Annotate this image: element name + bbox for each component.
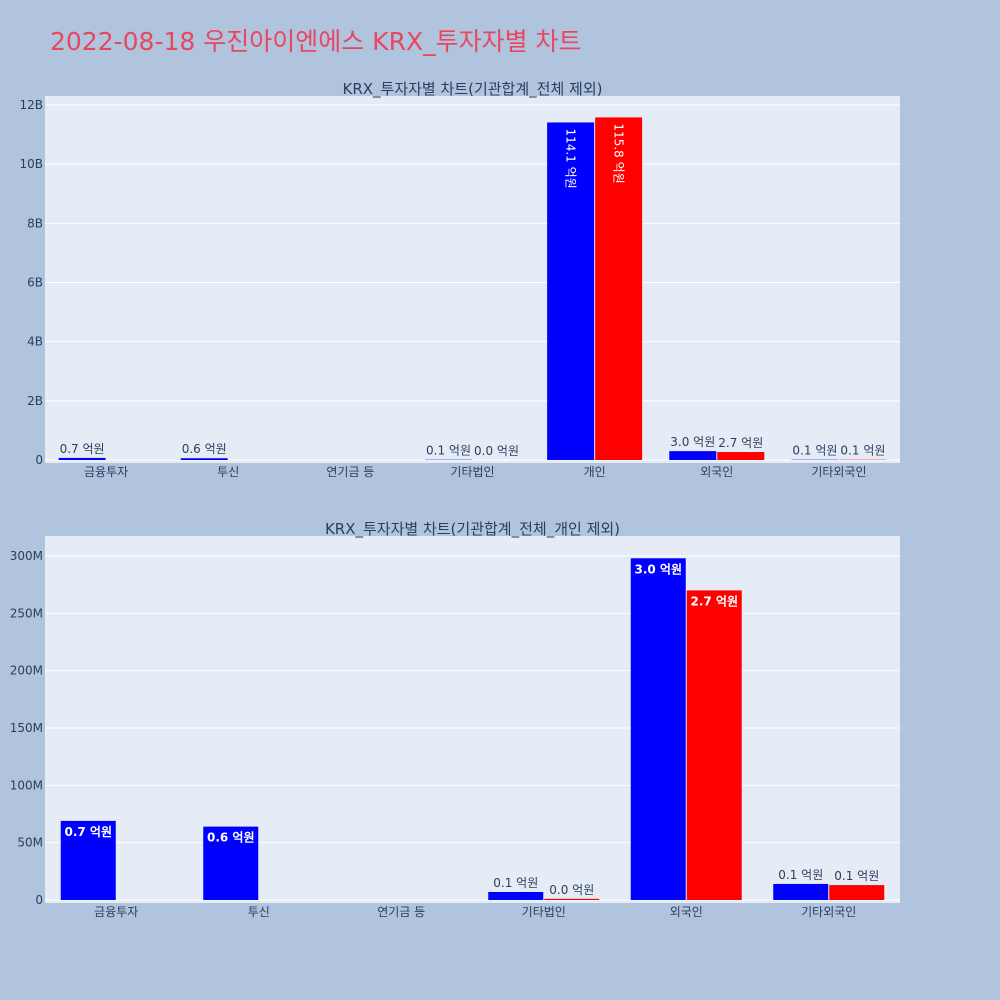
- data-label: 0.0 억원: [549, 883, 594, 897]
- bar: [717, 452, 765, 460]
- data-label: 0.7 억원: [64, 825, 112, 839]
- y-tick-label: 50M: [17, 836, 43, 850]
- x-tick-label: 투신: [217, 465, 239, 479]
- plot-area: [45, 536, 900, 903]
- x-tick-label: 투신: [248, 905, 270, 919]
- y-tick-label: 250M: [10, 606, 43, 620]
- data-label: 0.1 억원: [493, 876, 538, 890]
- bar: [547, 122, 595, 461]
- x-tick-label: 금융투자: [84, 465, 128, 479]
- data-label: 0.6 억원: [207, 831, 255, 845]
- y-tick-label: 150M: [10, 721, 43, 735]
- data-label: 0.1 억원: [834, 869, 879, 883]
- chart-title: KRX_투자자별 차트(기관합계_전체_개인 제외): [325, 520, 620, 539]
- data-label: 0.1 억원: [426, 444, 471, 458]
- bar: [829, 885, 885, 900]
- data-label: 115.8 억원: [612, 123, 626, 183]
- data-label: 2.7 억원: [690, 594, 738, 608]
- chart-1: KRX_투자자별 차트(기관합계_전체 제외) 0 2B 4B 6B 8B 10B 12B 금융…: [19, 80, 900, 479]
- y-tick-label: 200M: [10, 664, 43, 678]
- chart-title: KRX_투자자별 차트(기관합계_전체 제외): [343, 80, 603, 99]
- x-tick-label: 연기금 등: [326, 465, 374, 479]
- data-label: 114.1 억원: [564, 128, 578, 188]
- data-label: 2.7 억원: [718, 436, 763, 450]
- data-label: 0.1 억원: [778, 868, 823, 882]
- y-tick-label: 2B: [27, 394, 43, 408]
- data-label: 0.0 억원: [474, 444, 519, 458]
- data-label: 0.6 억원: [182, 442, 227, 456]
- data-label: 0.1 억원: [792, 444, 837, 458]
- y-tick-label: 4B: [27, 335, 43, 349]
- bar: [773, 883, 829, 900]
- bar: [669, 451, 717, 460]
- bar: [544, 898, 600, 900]
- bar: [686, 590, 742, 900]
- x-tick-label: 외국인: [700, 465, 733, 479]
- x-tick-label: 기타법인: [522, 905, 566, 919]
- x-tick-label: 기타법인: [450, 465, 494, 479]
- x-tick-label: 외국인: [670, 905, 703, 919]
- x-tick-label: 연기금 등: [377, 905, 425, 919]
- data-label: 3.0 억원: [634, 562, 682, 576]
- y-tick-label: 6B: [27, 276, 43, 290]
- x-tick-label: 금융투자: [94, 905, 138, 919]
- bar: [58, 457, 106, 460]
- bar: [60, 820, 116, 900]
- y-tick-label: 10B: [19, 157, 43, 171]
- bar: [180, 458, 228, 460]
- page-title: 2022-08-18 우진아이엔에스 KRX_투자자별 차트: [50, 27, 582, 56]
- x-tick-label: 개인: [584, 465, 606, 479]
- y-tick-label: 100M: [10, 778, 43, 792]
- y-tick-label: 8B: [27, 216, 43, 230]
- data-label: 0.1 억원: [840, 444, 885, 458]
- bar: [203, 826, 259, 900]
- chart-2: KRX_투자자별 차트(기관합계_전체_개인 제외) 0 50M 100M 150M 20…: [10, 520, 900, 919]
- x-tick-label: 기타외국인: [811, 465, 866, 479]
- y-tick-label: 0: [35, 893, 43, 907]
- bar: [630, 558, 686, 900]
- data-label: 3.0 억원: [670, 435, 715, 449]
- bar: [488, 891, 544, 900]
- y-tick-label: 300M: [10, 549, 43, 563]
- bar: [595, 117, 643, 461]
- x-tick-label: 기타외국인: [801, 905, 856, 919]
- data-label: 0.7 억원: [60, 442, 105, 456]
- y-tick-label: 0: [35, 453, 43, 467]
- y-tick-label: 12B: [19, 98, 43, 112]
- plot-area: [45, 96, 900, 463]
